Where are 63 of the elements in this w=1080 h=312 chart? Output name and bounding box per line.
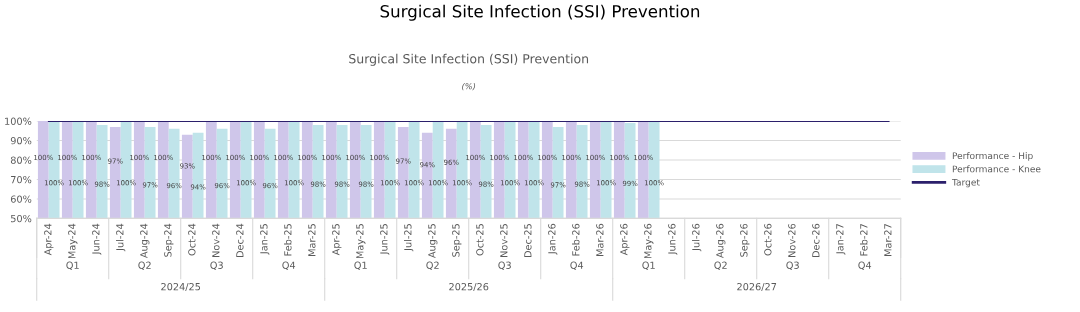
text: 2024/25	[161, 282, 201, 292]
text: Q4	[858, 261, 872, 271]
text: Q3	[786, 261, 799, 271]
y-tick-label: 100%	[5, 117, 32, 125]
text: Q4	[570, 261, 584, 271]
x-tick-label: Jul-25	[404, 224, 414, 252]
x-tick-label: Jan-27	[836, 224, 846, 255]
text: Q3	[498, 261, 511, 271]
x-tick-label: Jan-25	[260, 224, 270, 255]
y-tick-label: 50%	[11, 214, 32, 223]
x-tick-label: Dec-24	[236, 223, 244, 257]
chart-subtitle: (%)	[462, 82, 476, 91]
chart-title: Surgical Site Infection (SSI) Prevention	[349, 53, 589, 66]
text: Q4	[282, 261, 296, 271]
text: Q1	[642, 261, 655, 271]
legend-label: Performance - Hip	[952, 152, 1033, 161]
x-tick-label: Jul-26	[692, 223, 702, 252]
x-tick-label: Feb-26	[572, 223, 580, 256]
x-tick-label: Oct-25	[476, 224, 484, 256]
x-tick-label: Nov-26	[788, 223, 796, 257]
y-tick-label: 70%	[11, 175, 32, 184]
x-tick-label: Jun-24	[92, 223, 102, 255]
x-tick-label: Feb-27	[860, 224, 868, 256]
x-tick-label: Aug-25	[428, 224, 438, 259]
text: Q1	[354, 261, 367, 271]
legend-label: Target	[951, 178, 980, 188]
text: Q2	[714, 261, 727, 271]
x-tick-label: Apr-26	[620, 223, 630, 256]
x-tick-label: Jun-26	[668, 223, 678, 255]
x-tick-label: Feb-25	[284, 224, 292, 256]
x-tick-label: Dec-26	[812, 223, 820, 257]
x-tick-label: May-26	[644, 223, 654, 259]
x-tick-label: Sep-26	[740, 223, 750, 257]
x-tick-label: Jul-24	[116, 223, 126, 252]
x-tick-label: Oct-26	[764, 223, 772, 256]
x-tick-label: May-25	[356, 224, 366, 259]
x-tick-label: Apr-25	[332, 224, 342, 256]
text: 2025/26	[449, 282, 489, 292]
x-tick-label: Aug-24	[140, 223, 150, 259]
x-tick-label: Sep-24	[164, 223, 174, 257]
x-tick-label: Mar-26	[596, 223, 604, 256]
x-tick-label: May-24	[68, 223, 78, 259]
x-tick-label: Jan-26	[548, 223, 558, 255]
x-tick-label: Sep-25	[452, 224, 462, 257]
x-tick-label: Dec-25	[524, 224, 532, 257]
text: Q2	[426, 261, 439, 271]
text: Q1	[66, 261, 79, 271]
y-tick-label: 60%	[10, 195, 32, 203]
x-tick-label: Oct-24	[188, 223, 196, 256]
text: Q3	[210, 261, 223, 271]
x-tick-label: Mar-27	[884, 224, 892, 256]
y-tick-label: 80%	[10, 156, 32, 164]
text: Surgical Site Infection (SSI) Prevention	[380, 4, 700, 21]
y-tick-label: 90%	[10, 137, 32, 145]
x-tick-label: Aug-26	[716, 223, 726, 259]
x-tick-label: Mar-25	[308, 224, 316, 256]
text: 2026/27	[737, 282, 777, 292]
legend-label: Performance - Knee	[952, 165, 1041, 173]
text: Q2	[138, 261, 151, 271]
x-tick-label: Nov-24	[212, 223, 220, 257]
x-tick-label: Nov-25	[500, 224, 508, 257]
x-tick-label: Jun-25	[380, 224, 390, 255]
x-tick-label: Apr-24	[44, 223, 54, 256]
